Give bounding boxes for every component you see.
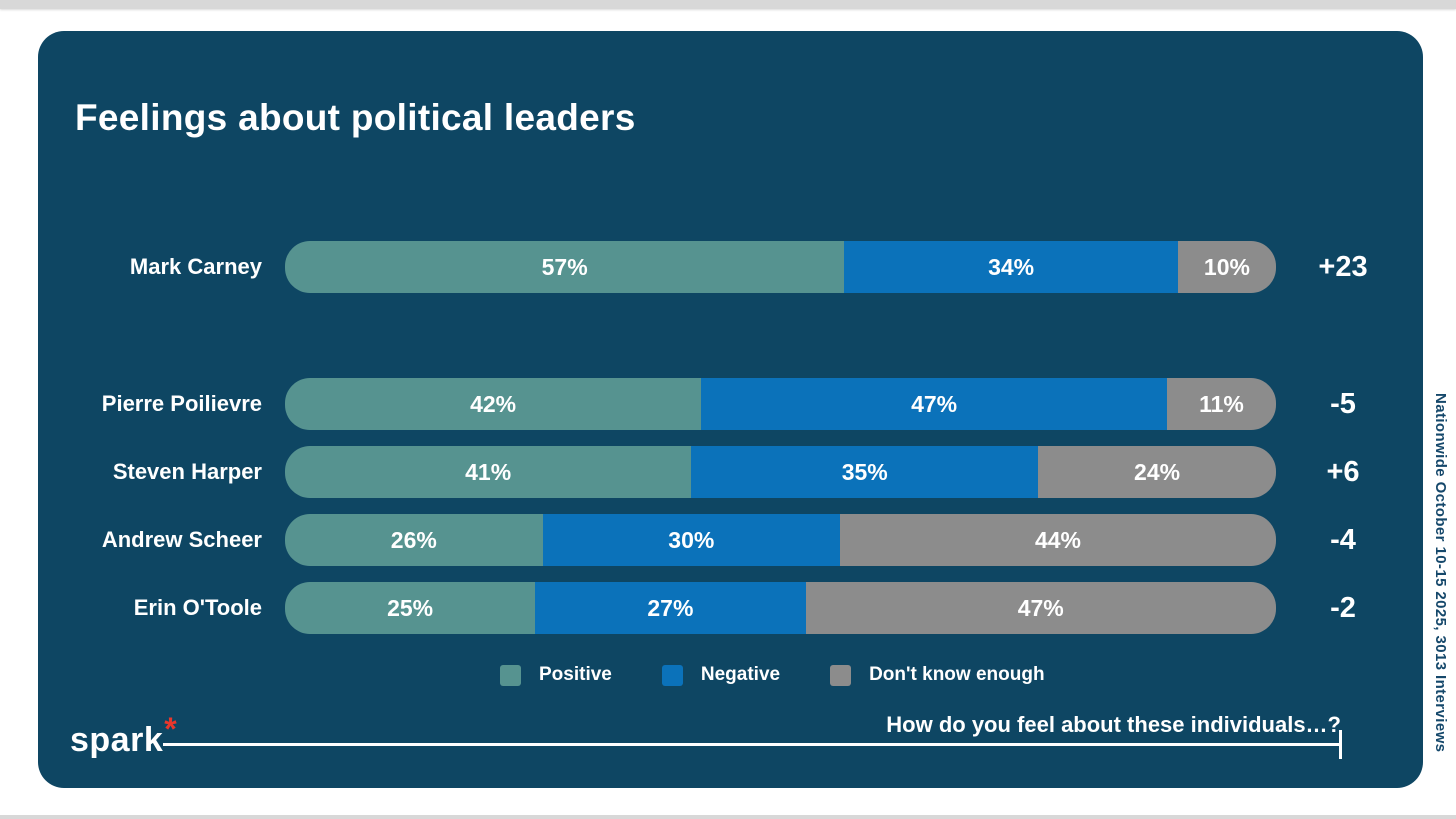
- leader-row-pierre-poilievre: Pierre Poilievre 42% 47% 11% -5: [38, 378, 1423, 430]
- legend-swatch-negative: [661, 664, 683, 686]
- bar-segment-dont-know: 24%: [1038, 446, 1276, 498]
- stacked-bar: 26% 30% 44%: [285, 514, 1276, 566]
- chart-title: Feelings about political leaders: [75, 97, 636, 138]
- net-score: -2: [1330, 591, 1356, 624]
- bar-segment-dont-know: 44%: [839, 514, 1276, 566]
- bar-segment-negative: 27%: [535, 582, 806, 634]
- leader-name: Pierre Poilievre: [101, 391, 262, 416]
- bar-segment-positive: 41%: [285, 446, 692, 498]
- segment-value: 42%: [470, 390, 517, 417]
- bar-segment-positive: 25%: [285, 582, 536, 634]
- bar-segment-dont-know: 11%: [1166, 378, 1276, 430]
- leader-name: Mark Carney: [129, 254, 262, 279]
- legend-label-negative: Negative: [700, 664, 781, 685]
- legend-item-negative: Negative: [661, 664, 781, 686]
- stacked-bar: 25% 27% 47%: [285, 582, 1276, 634]
- footer-rule: [163, 743, 1341, 746]
- legend-label-positive: Positive: [539, 664, 612, 685]
- segment-value: 11%: [1199, 390, 1244, 417]
- stacked-bar: 57% 34% 10%: [285, 241, 1276, 293]
- bar-segment-negative: 47%: [701, 378, 1167, 430]
- page-top-divider: [0, 0, 1456, 9]
- legend-item-positive: Positive: [500, 664, 612, 686]
- legend-label-dont-know: Don't know enough: [869, 664, 1045, 685]
- bar-segment-negative: 35%: [691, 446, 1039, 498]
- spark-logo-text: spark: [70, 721, 164, 759]
- spark-logo-asterisk: *: [164, 711, 178, 747]
- legend-swatch-positive: [500, 664, 521, 686]
- segment-value: 57%: [541, 253, 588, 280]
- segment-value: 27%: [647, 594, 694, 621]
- segment-value: 41%: [465, 458, 512, 485]
- bar-segment-negative: 34%: [844, 241, 1178, 293]
- leader-row-steven-harper: Steven Harper 41% 35% 24% +6: [38, 446, 1423, 498]
- bar-segment-positive: 26%: [285, 514, 543, 566]
- page-bottom-divider: [0, 815, 1456, 819]
- methodology-note: Nationwide October 10-15 2025, 3013 Inte…: [1432, 393, 1449, 753]
- survey-question: How do you feel about these individuals……: [886, 712, 1341, 737]
- stacked-bar: 41% 35% 24%: [285, 446, 1276, 498]
- leader-name: Steven Harper: [112, 459, 262, 484]
- bar-segment-dont-know: 10%: [1177, 241, 1276, 293]
- net-score: +23: [1318, 250, 1368, 283]
- segment-value: 26%: [390, 526, 437, 553]
- net-score: +6: [1326, 455, 1360, 488]
- stacked-bar: 42% 47% 11%: [285, 378, 1276, 430]
- leader-row-mark-carney: Mark Carney 57% 34% 10% +23: [38, 241, 1423, 293]
- legend-swatch-dont-know: [830, 664, 852, 686]
- net-score: -5: [1330, 387, 1356, 420]
- footer-rule-tick: [1339, 730, 1342, 759]
- bar-segment-negative: 30%: [542, 514, 840, 566]
- bar-segment-dont-know: 47%: [805, 582, 1276, 634]
- segment-value: 24%: [1134, 458, 1181, 485]
- bar-segment-positive: 42%: [285, 378, 702, 430]
- spark-logo: spark*: [70, 711, 177, 760]
- segment-value: 44%: [1034, 526, 1081, 553]
- segment-value: 47%: [911, 390, 958, 417]
- stacked-bar-chart: Mark Carney 57% 34% 10% +23 Pierre Poili…: [38, 241, 1423, 650]
- segment-value: 25%: [387, 594, 434, 621]
- segment-value: 35%: [841, 458, 888, 485]
- chart-card: Feelings about political leaders Mark Ca…: [38, 31, 1423, 788]
- bar-segment-positive: 57%: [285, 241, 845, 293]
- leader-name: Erin O'Toole: [133, 595, 262, 620]
- segment-value: 30%: [668, 526, 715, 553]
- leader-row-erin-otoole: Erin O'Toole 25% 27% 47% -2: [38, 582, 1423, 634]
- segment-value: 10%: [1203, 253, 1250, 280]
- segment-value: 47%: [1017, 594, 1064, 621]
- legend: Positive Negative Don't know enough: [500, 664, 1045, 686]
- net-score: -4: [1330, 523, 1356, 556]
- leader-row-andrew-scheer: Andrew Scheer 26% 30% 44% -4: [38, 514, 1423, 566]
- segment-value: 34%: [988, 253, 1035, 280]
- legend-item-dont-know: Don't know enough: [830, 664, 1045, 686]
- leader-name: Andrew Scheer: [101, 527, 262, 552]
